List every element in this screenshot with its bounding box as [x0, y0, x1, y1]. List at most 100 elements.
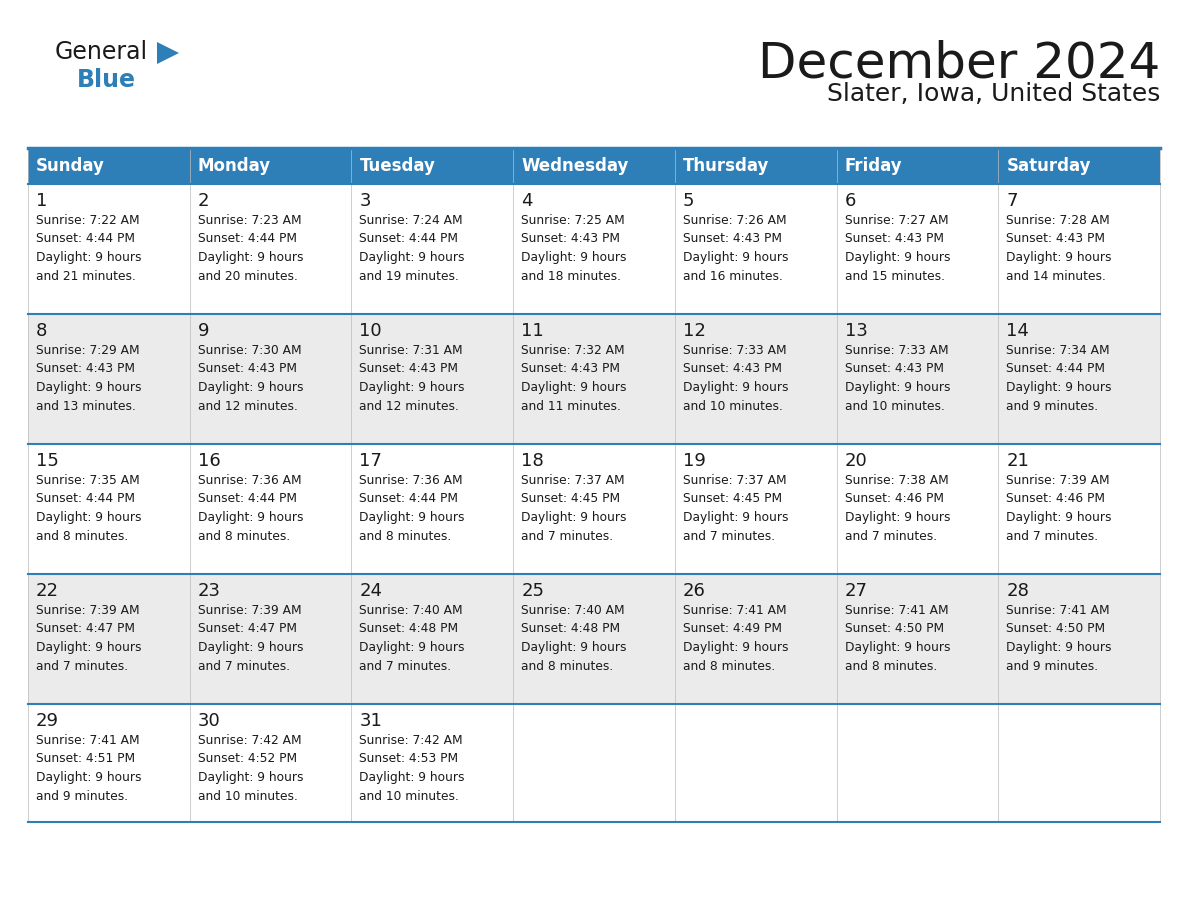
Text: Sunrise: 7:29 AM: Sunrise: 7:29 AM — [36, 344, 140, 357]
Text: Sunrise: 7:25 AM: Sunrise: 7:25 AM — [522, 214, 625, 227]
Text: Sunset: 4:46 PM: Sunset: 4:46 PM — [1006, 492, 1105, 506]
Text: and 7 minutes.: and 7 minutes. — [845, 530, 936, 543]
Text: Sunrise: 7:34 AM: Sunrise: 7:34 AM — [1006, 344, 1110, 357]
Text: Sunset: 4:44 PM: Sunset: 4:44 PM — [36, 492, 135, 506]
Text: Sunset: 4:43 PM: Sunset: 4:43 PM — [1006, 232, 1105, 245]
Text: Sunset: 4:44 PM: Sunset: 4:44 PM — [197, 492, 297, 506]
Text: Daylight: 9 hours: Daylight: 9 hours — [522, 641, 626, 654]
Text: Daylight: 9 hours: Daylight: 9 hours — [197, 771, 303, 784]
Text: 5: 5 — [683, 192, 694, 210]
Text: and 12 minutes.: and 12 minutes. — [197, 399, 297, 412]
Text: Saturday: Saturday — [1006, 157, 1091, 175]
Text: and 8 minutes.: and 8 minutes. — [36, 530, 128, 543]
Text: Friday: Friday — [845, 157, 902, 175]
Text: 22: 22 — [36, 582, 59, 600]
Text: 11: 11 — [522, 322, 544, 340]
Text: Sunrise: 7:35 AM: Sunrise: 7:35 AM — [36, 474, 140, 487]
Text: 6: 6 — [845, 192, 855, 210]
Text: 28: 28 — [1006, 582, 1029, 600]
Text: Sunset: 4:46 PM: Sunset: 4:46 PM — [845, 492, 943, 506]
Text: Daylight: 9 hours: Daylight: 9 hours — [36, 641, 141, 654]
Text: and 7 minutes.: and 7 minutes. — [36, 659, 128, 673]
Text: and 13 minutes.: and 13 minutes. — [36, 399, 135, 412]
Text: Daylight: 9 hours: Daylight: 9 hours — [360, 511, 465, 524]
Text: and 7 minutes.: and 7 minutes. — [197, 659, 290, 673]
Text: Daylight: 9 hours: Daylight: 9 hours — [197, 511, 303, 524]
Text: Sunday: Sunday — [36, 157, 105, 175]
Text: 16: 16 — [197, 452, 221, 470]
Text: Sunrise: 7:39 AM: Sunrise: 7:39 AM — [36, 604, 140, 617]
Text: Sunrise: 7:32 AM: Sunrise: 7:32 AM — [522, 344, 625, 357]
Text: 8: 8 — [36, 322, 48, 340]
Text: December 2024: December 2024 — [758, 40, 1159, 88]
Text: and 20 minutes.: and 20 minutes. — [197, 270, 297, 283]
Text: Sunset: 4:43 PM: Sunset: 4:43 PM — [36, 363, 135, 375]
Text: Daylight: 9 hours: Daylight: 9 hours — [360, 251, 465, 264]
Text: Sunrise: 7:42 AM: Sunrise: 7:42 AM — [197, 734, 302, 747]
Text: Sunrise: 7:22 AM: Sunrise: 7:22 AM — [36, 214, 140, 227]
Text: 13: 13 — [845, 322, 867, 340]
Text: Daylight: 9 hours: Daylight: 9 hours — [36, 771, 141, 784]
Text: Sunrise: 7:33 AM: Sunrise: 7:33 AM — [683, 344, 786, 357]
Text: Daylight: 9 hours: Daylight: 9 hours — [36, 251, 141, 264]
Text: Daylight: 9 hours: Daylight: 9 hours — [1006, 641, 1112, 654]
Bar — [29, 704, 1159, 822]
Text: Sunrise: 7:41 AM: Sunrise: 7:41 AM — [683, 604, 786, 617]
Text: 19: 19 — [683, 452, 706, 470]
Text: Sunset: 4:53 PM: Sunset: 4:53 PM — [360, 753, 459, 766]
Text: Sunset: 4:47 PM: Sunset: 4:47 PM — [197, 622, 297, 635]
Text: 1: 1 — [36, 192, 48, 210]
Text: Sunrise: 7:36 AM: Sunrise: 7:36 AM — [360, 474, 463, 487]
Text: Sunrise: 7:41 AM: Sunrise: 7:41 AM — [36, 734, 140, 747]
Text: Daylight: 9 hours: Daylight: 9 hours — [1006, 251, 1112, 264]
Text: Daylight: 9 hours: Daylight: 9 hours — [360, 641, 465, 654]
Text: Daylight: 9 hours: Daylight: 9 hours — [522, 381, 626, 394]
Text: 21: 21 — [1006, 452, 1029, 470]
Text: Daylight: 9 hours: Daylight: 9 hours — [1006, 381, 1112, 394]
Text: Daylight: 9 hours: Daylight: 9 hours — [197, 251, 303, 264]
Text: Sunset: 4:48 PM: Sunset: 4:48 PM — [360, 622, 459, 635]
Text: Sunrise: 7:39 AM: Sunrise: 7:39 AM — [1006, 474, 1110, 487]
Text: 20: 20 — [845, 452, 867, 470]
Text: 4: 4 — [522, 192, 532, 210]
Text: General: General — [55, 40, 148, 64]
Text: Daylight: 9 hours: Daylight: 9 hours — [1006, 511, 1112, 524]
Text: Sunrise: 7:40 AM: Sunrise: 7:40 AM — [360, 604, 463, 617]
Bar — [836, 148, 998, 184]
Text: Monday: Monday — [197, 157, 271, 175]
Text: Slater, Iowa, United States: Slater, Iowa, United States — [827, 82, 1159, 106]
Text: Sunrise: 7:41 AM: Sunrise: 7:41 AM — [845, 604, 948, 617]
Text: and 14 minutes.: and 14 minutes. — [1006, 270, 1106, 283]
Text: Sunset: 4:43 PM: Sunset: 4:43 PM — [683, 363, 782, 375]
Text: and 8 minutes.: and 8 minutes. — [197, 530, 290, 543]
Text: and 19 minutes.: and 19 minutes. — [360, 270, 460, 283]
Text: and 9 minutes.: and 9 minutes. — [1006, 399, 1099, 412]
Text: and 21 minutes.: and 21 minutes. — [36, 270, 135, 283]
Text: and 7 minutes.: and 7 minutes. — [522, 530, 613, 543]
Bar — [29, 574, 1159, 704]
Text: Daylight: 9 hours: Daylight: 9 hours — [683, 511, 789, 524]
Text: and 16 minutes.: and 16 minutes. — [683, 270, 783, 283]
Bar — [352, 148, 513, 184]
Text: Tuesday: Tuesday — [360, 157, 435, 175]
Bar — [29, 444, 1159, 574]
Text: Sunrise: 7:28 AM: Sunrise: 7:28 AM — [1006, 214, 1110, 227]
Text: Daylight: 9 hours: Daylight: 9 hours — [845, 381, 950, 394]
Bar — [190, 148, 352, 184]
Text: 9: 9 — [197, 322, 209, 340]
Text: Thursday: Thursday — [683, 157, 770, 175]
Text: Daylight: 9 hours: Daylight: 9 hours — [845, 641, 950, 654]
Text: Sunset: 4:44 PM: Sunset: 4:44 PM — [36, 232, 135, 245]
Text: Sunrise: 7:42 AM: Sunrise: 7:42 AM — [360, 734, 463, 747]
Text: 10: 10 — [360, 322, 383, 340]
Text: Daylight: 9 hours: Daylight: 9 hours — [197, 641, 303, 654]
Text: Sunset: 4:45 PM: Sunset: 4:45 PM — [522, 492, 620, 506]
Text: Sunset: 4:51 PM: Sunset: 4:51 PM — [36, 753, 135, 766]
Text: 24: 24 — [360, 582, 383, 600]
Text: Sunrise: 7:24 AM: Sunrise: 7:24 AM — [360, 214, 463, 227]
Text: 27: 27 — [845, 582, 867, 600]
Bar — [29, 184, 1159, 314]
Text: Sunset: 4:43 PM: Sunset: 4:43 PM — [683, 232, 782, 245]
Text: 7: 7 — [1006, 192, 1018, 210]
Bar — [29, 314, 1159, 444]
